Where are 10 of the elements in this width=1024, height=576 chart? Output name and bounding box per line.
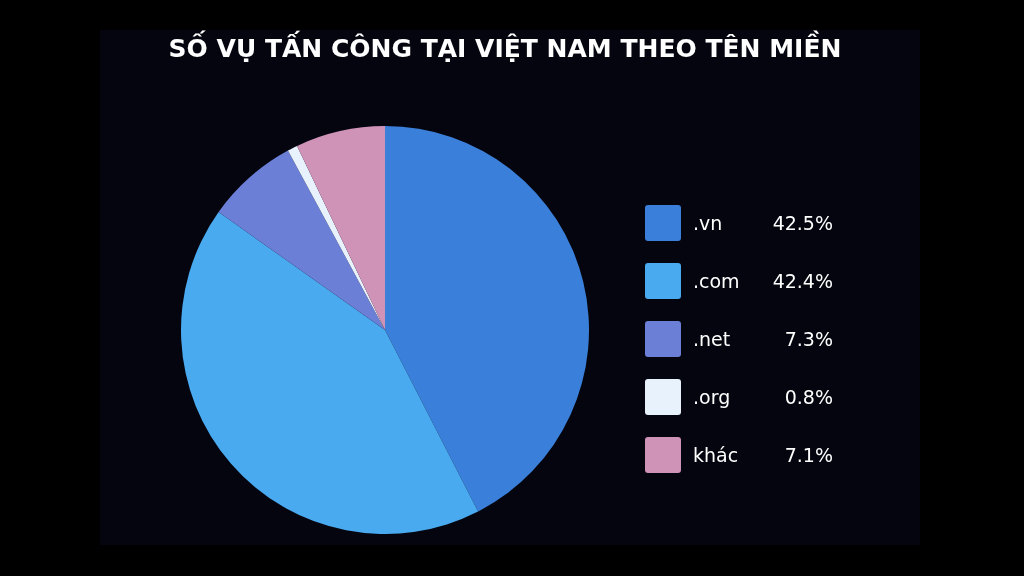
data-label: 42.5% (771, 212, 833, 234)
data-label: 7.3% (783, 328, 833, 350)
data-label: 0.8% (783, 386, 833, 408)
legend-label: .com (693, 270, 741, 292)
legend-label: .org (693, 386, 732, 408)
data-label: 7.1% (783, 444, 833, 466)
legend-label: .vn (693, 212, 724, 234)
legend-label: .net (693, 328, 732, 350)
legend-label: khác (693, 444, 740, 466)
data-label: 42.4% (771, 270, 833, 292)
